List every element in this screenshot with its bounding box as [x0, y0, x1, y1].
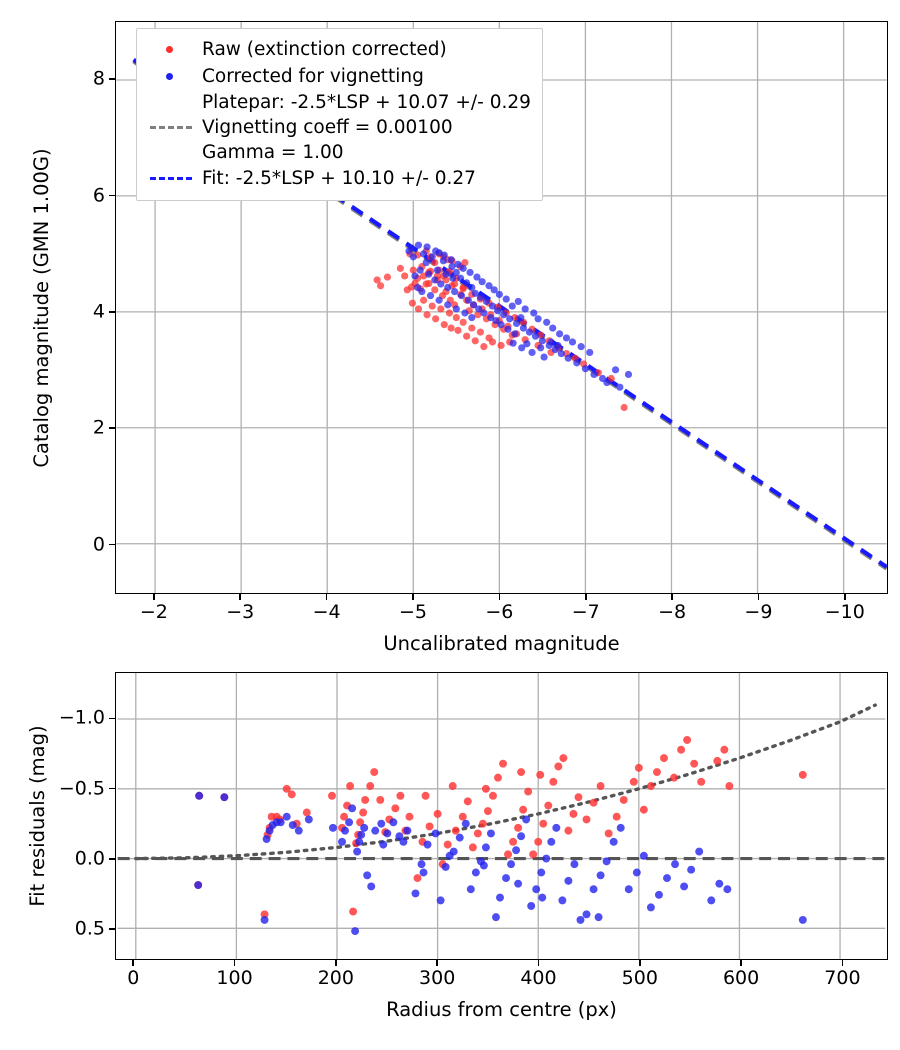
y-tick-label: 0.0 — [74, 847, 105, 870]
y-tick-label: 8 — [92, 67, 105, 90]
y-tick-mark — [109, 787, 115, 790]
x-tick-mark — [671, 594, 673, 600]
x-tick-mark — [153, 594, 155, 600]
legend-item: Raw (extinction corrected) — [148, 36, 531, 63]
y-tick-mark — [109, 427, 115, 429]
y-tick-mark — [109, 311, 115, 313]
x-tick-label: 700 — [824, 967, 861, 989]
x-tick-mark — [335, 960, 337, 966]
legend-item: Corrected for vignetting — [148, 63, 531, 90]
x-tick-label: −8 — [658, 601, 687, 623]
x-tick-label: 600 — [722, 967, 760, 989]
x-tick-label: −6 — [485, 601, 514, 623]
legend-item-label: Vignetting coeff = 0.00100 — [202, 117, 453, 138]
dashed-line-icon — [150, 126, 192, 129]
bottom-plot-frame — [115, 672, 888, 960]
plot-legend: Raw (extinction corrected) Corrected for … — [136, 28, 543, 201]
top-panel-calibration-plot: −2 −3 −4 −5 −6 −7 −8 −9 −10 0 2 4 6 8 Uncalibrated m… — [30, 21, 888, 655]
y-tick-label: 4 — [92, 300, 105, 323]
legend-marker-dot-icon — [148, 40, 194, 60]
dot-icon — [166, 46, 173, 53]
legend-item-label: Corrected for vignetting — [202, 66, 424, 87]
top-plot-canvas — [116, 22, 887, 593]
x-tick-label: 500 — [621, 967, 658, 989]
dashed-line-icon — [150, 177, 192, 180]
dot-icon — [166, 73, 173, 80]
y-tick-mark — [109, 78, 115, 80]
x-tick-label: 0 — [127, 967, 140, 989]
x-tick-mark — [239, 594, 242, 600]
legend-item-label: Raw (extinction corrected) — [202, 39, 447, 60]
legend-item-label: Platepar: -2.5*LSP + 10.07 +/- 0.29 — [202, 92, 531, 113]
y-tick-mark — [109, 194, 115, 197]
y-tick-mark — [109, 858, 115, 860]
x-tick-mark — [132, 960, 135, 966]
x-tick-label: 100 — [216, 967, 253, 989]
x-tick-mark — [841, 960, 844, 966]
x-tick-mark — [325, 594, 328, 600]
x-tick-label: 200 — [317, 967, 354, 989]
legend-dashed-line-icon — [148, 169, 194, 189]
x-tick-mark — [757, 594, 760, 600]
legend-item: Vignetting coeff = 0.00100 — [148, 115, 531, 140]
x-tick-mark — [844, 594, 846, 600]
y-tick-label: 2 — [92, 416, 105, 439]
x-tick-label: −5 — [398, 601, 427, 623]
x-tick-label: −10 — [824, 601, 865, 623]
legend-item-label: Fit: -2.5*LSP + 10.10 +/- 0.27 — [202, 168, 476, 189]
y-tick-mark — [109, 717, 115, 720]
y-tick-label: 0.5 — [74, 917, 105, 940]
x-tick-mark — [740, 960, 742, 966]
x-tick-label: −7 — [571, 601, 600, 623]
y-tick-label: −1.0 — [58, 706, 105, 729]
legend-marker-dot-icon — [148, 67, 194, 87]
legend-item-label: Gamma = 1.00 — [202, 142, 344, 163]
y-tick-mark — [109, 543, 115, 546]
y-tick-label: −0.5 — [58, 777, 105, 800]
legend-spacer — [148, 93, 194, 113]
x-tick-mark — [412, 594, 414, 600]
y-tick-mark — [109, 928, 115, 930]
legend-item: Platepar: -2.5*LSP + 10.07 +/- 0.29 — [148, 90, 531, 115]
bottom-x-axis-title: Radius from centre (px) — [386, 998, 617, 1021]
x-tick-mark — [498, 594, 501, 600]
x-tick-mark — [638, 960, 641, 966]
y-tick-label: 0 — [92, 533, 105, 556]
legend-item: Fit: -2.5*LSP + 10.10 +/- 0.27 — [148, 165, 531, 192]
bottom-panel-residuals-plot: 0 100 200 300 400 500 600 700 0.5 0.0 −0.5 −1.0 Ra… — [0, 650, 900, 1050]
x-tick-label: −2 — [139, 601, 168, 623]
x-tick-label: 300 — [419, 967, 456, 989]
y-tick-label: 6 — [92, 184, 105, 207]
x-tick-label: −9 — [744, 601, 773, 623]
bottom-y-axis-title: Fit residuals (mag) — [26, 725, 49, 907]
legend-dashed-line-icon — [148, 118, 194, 138]
x-tick-mark — [584, 594, 587, 600]
x-tick-label: −3 — [226, 601, 255, 623]
legend-item: Gamma = 1.00 — [148, 140, 531, 165]
x-tick-label: 400 — [520, 967, 557, 989]
top-y-axis-title: Catalog magnitude (GMN 1.00G) — [30, 147, 53, 468]
x-tick-mark — [537, 960, 540, 966]
legend-spacer — [148, 143, 194, 163]
bottom-plot-canvas — [117, 673, 886, 959]
top-x-axis-title: Uncalibrated magnitude — [383, 632, 620, 655]
x-tick-mark — [436, 960, 438, 966]
x-tick-label: −4 — [312, 601, 341, 623]
x-tick-mark — [233, 960, 236, 966]
